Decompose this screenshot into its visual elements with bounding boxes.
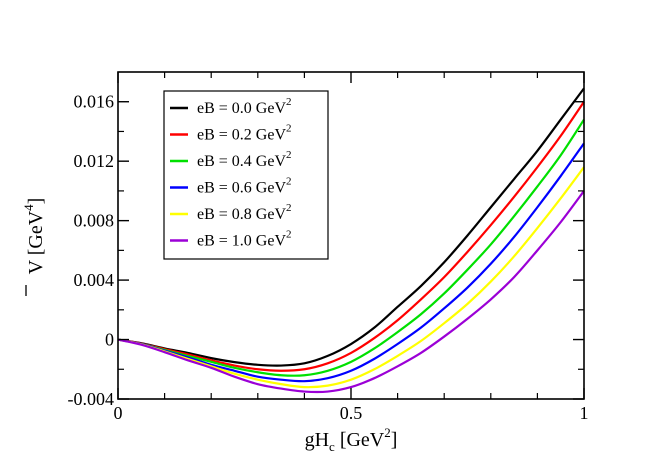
- y-tick-label: 0: [105, 330, 114, 350]
- series-line-2: [117, 118, 585, 377]
- series-line-4: [117, 166, 585, 389]
- legend-label-0: eB = 0.0 GeV2: [197, 96, 292, 117]
- x-axis-label: gHc [GeV2]: [305, 425, 398, 454]
- legend-box: [163, 90, 329, 260]
- legend-label-4: eB = 0.8 GeV2: [197, 202, 292, 223]
- y-tick-label: 0.008: [74, 211, 115, 231]
- y-tick-label: -0.004: [68, 389, 115, 409]
- series-layer: [117, 87, 585, 394]
- legend-label-5: eB = 1.0 GeV2: [197, 229, 292, 250]
- series-line-1: [117, 101, 585, 372]
- y-tick-label: 0.012: [74, 151, 115, 171]
- series-line-5: [117, 190, 585, 394]
- y-tick-label: 0.016: [74, 92, 115, 112]
- x-tick-label: 1: [580, 403, 589, 423]
- x-tick-label: 0: [114, 403, 123, 423]
- y-tick-label: 0.004: [74, 270, 115, 290]
- x-tick-label: 0.5: [340, 403, 363, 423]
- series-line-0: [117, 87, 585, 367]
- legend-label-3: eB = 0.6 GeV2: [197, 176, 292, 197]
- legend-label-2: eB = 0.4 GeV2: [197, 149, 292, 170]
- y-axis-label-group: V [GeV4]: [21, 198, 47, 296]
- legend: eB = 0.0 GeV2 eB = 0.2 GeV2 eB = 0.4 GeV2 e…: [163, 90, 329, 260]
- series-line-3: [117, 142, 585, 383]
- y-axis-label: V [GeV4]: [21, 198, 47, 275]
- legend-label-1: eB = 0.2 GeV2: [197, 123, 292, 144]
